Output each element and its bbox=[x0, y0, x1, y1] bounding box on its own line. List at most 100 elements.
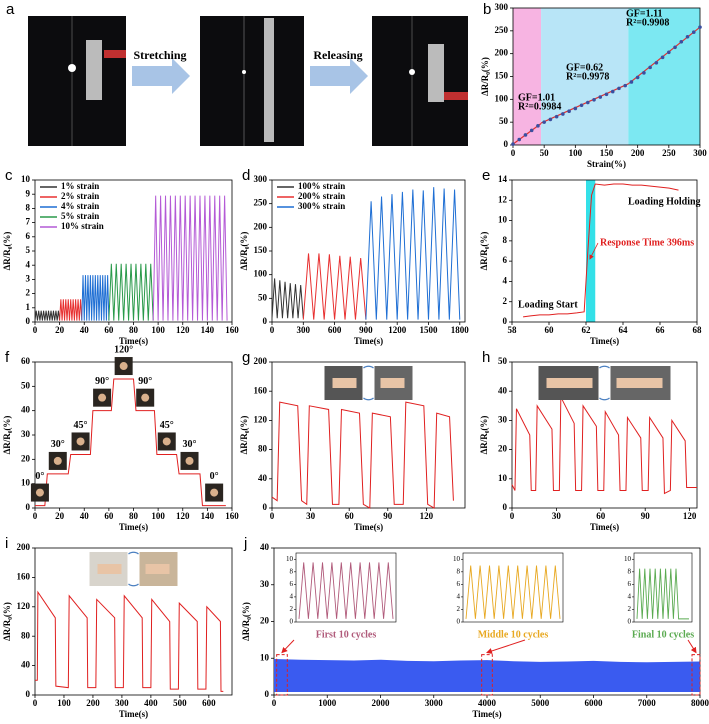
x-tick-label: 8000 bbox=[691, 698, 709, 708]
x-tick-label: 400 bbox=[144, 698, 158, 708]
data-point bbox=[698, 25, 702, 29]
hand bbox=[98, 393, 107, 402]
x-tick-label: 90 bbox=[383, 511, 393, 521]
y-tick-label: 20 bbox=[21, 453, 31, 463]
y-axis-label: ΔR/R₀(%) bbox=[479, 416, 489, 455]
plot-frame bbox=[511, 361, 698, 509]
legend-label: 2% strain bbox=[61, 191, 99, 201]
y-tick-label: 250 bbox=[495, 25, 509, 35]
x-tick-label: 80 bbox=[129, 325, 139, 335]
hand bbox=[35, 488, 44, 497]
data-point bbox=[511, 142, 515, 146]
inset-tick-label: 6 bbox=[290, 580, 294, 588]
x-tick-label: 150 bbox=[600, 148, 614, 158]
x-tick-label: 58 bbox=[508, 325, 518, 335]
highlight-box bbox=[691, 654, 701, 696]
data-point bbox=[561, 112, 565, 116]
y-tick-label: 120 bbox=[254, 414, 268, 424]
angle-label: 30° bbox=[51, 439, 65, 450]
inset-tick-label: 4 bbox=[628, 593, 632, 601]
data-point bbox=[554, 114, 559, 119]
y-tick-label: 9 bbox=[26, 188, 31, 198]
highlight bbox=[586, 180, 596, 322]
x-tick-label: 120 bbox=[176, 325, 190, 335]
y-tick-label: 160 bbox=[17, 571, 31, 581]
data-point bbox=[648, 65, 652, 70]
inset-tick-label: 0 bbox=[628, 618, 632, 626]
pointer-arrow bbox=[486, 639, 526, 654]
fit-line bbox=[512, 123, 542, 145]
x-tick-label: 600 bbox=[202, 698, 216, 708]
x-tick-label: 0 bbox=[272, 698, 277, 708]
y-axis-label: ΔR/R₀(%) bbox=[479, 232, 489, 271]
arrow bbox=[310, 58, 368, 94]
y-tick-label: 8 bbox=[503, 235, 508, 245]
inset-caption: Middle 10 cycles bbox=[478, 629, 549, 640]
y-tick-label: 200 bbox=[495, 48, 509, 58]
region bbox=[628, 8, 700, 145]
panel-label: e bbox=[482, 167, 490, 184]
highlight-box bbox=[276, 654, 288, 696]
inset-tick-label: 2 bbox=[628, 605, 632, 613]
y-tick-label: 4 bbox=[26, 259, 31, 269]
y-tick-label: 30 bbox=[498, 414, 508, 424]
x-tick-label: 90 bbox=[641, 511, 651, 521]
y-tick-label: 80 bbox=[258, 444, 268, 454]
y-tick-label: 300 bbox=[254, 174, 268, 184]
data-point bbox=[673, 45, 677, 50]
data-point bbox=[586, 100, 590, 105]
x-tick-label: 120 bbox=[683, 511, 697, 521]
annotation: R²=0.9978 bbox=[566, 71, 609, 82]
pointer-arrow bbox=[281, 639, 295, 654]
hand bbox=[162, 437, 171, 446]
cycle-arrow bbox=[599, 365, 610, 369]
x-axis-label: Time(s) bbox=[354, 522, 383, 532]
x-tick-label: 100 bbox=[151, 325, 165, 335]
panel-label: i bbox=[5, 535, 8, 552]
inset-tick-label: 8 bbox=[290, 567, 294, 575]
panel-label: b bbox=[483, 1, 491, 18]
x-tick-label: 7000 bbox=[638, 698, 657, 708]
skin bbox=[616, 378, 663, 388]
x-tick-label: 300 bbox=[115, 698, 129, 708]
photo bbox=[28, 16, 126, 146]
y-tick-label: 5 bbox=[26, 245, 31, 255]
photo bbox=[372, 16, 468, 146]
data-point bbox=[610, 89, 615, 94]
x-tick-label: 40 bbox=[80, 511, 90, 521]
x-tick-label: 500 bbox=[173, 698, 187, 708]
y-tick-label: 10 bbox=[21, 478, 31, 488]
legend-label: 5% strain bbox=[61, 211, 99, 221]
inset-line bbox=[298, 562, 394, 619]
y-tick-label: 250 bbox=[254, 198, 268, 208]
plot-frame bbox=[511, 179, 698, 323]
y-tick-label: 30 bbox=[21, 429, 31, 439]
angle-label: 120° bbox=[114, 344, 133, 355]
y-tick-label: 10 bbox=[21, 174, 31, 184]
y-tick-label: 80 bbox=[21, 630, 31, 640]
y-tick-label: 10 bbox=[498, 215, 508, 225]
y-tick-label: 150 bbox=[495, 71, 509, 81]
inset-frame bbox=[462, 552, 564, 623]
x-tick-label: 20 bbox=[55, 325, 65, 335]
light bbox=[242, 70, 246, 74]
x-tick-label: 200 bbox=[631, 148, 645, 158]
x-tick-label: 100 bbox=[569, 148, 583, 158]
x-axis-label: Time(s) bbox=[119, 336, 148, 346]
y-axis-label: ΔR/R₀(%) bbox=[239, 232, 249, 271]
angle-label: 0° bbox=[35, 471, 44, 482]
data-band bbox=[274, 658, 700, 693]
inset-tick-label: 0 bbox=[290, 618, 294, 626]
data-point bbox=[660, 55, 665, 60]
inset-tick-label: 10 bbox=[624, 555, 632, 563]
panel-label: c bbox=[5, 167, 13, 184]
data-line bbox=[59, 299, 83, 321]
photo bbox=[200, 16, 304, 146]
hand bbox=[141, 393, 150, 402]
data-point bbox=[629, 80, 634, 84]
data-point bbox=[542, 120, 546, 124]
y-tick-label: 4 bbox=[503, 275, 508, 285]
annotation: Loading Holding bbox=[628, 196, 701, 207]
data-line bbox=[34, 310, 61, 321]
panel-label: j bbox=[243, 535, 247, 552]
